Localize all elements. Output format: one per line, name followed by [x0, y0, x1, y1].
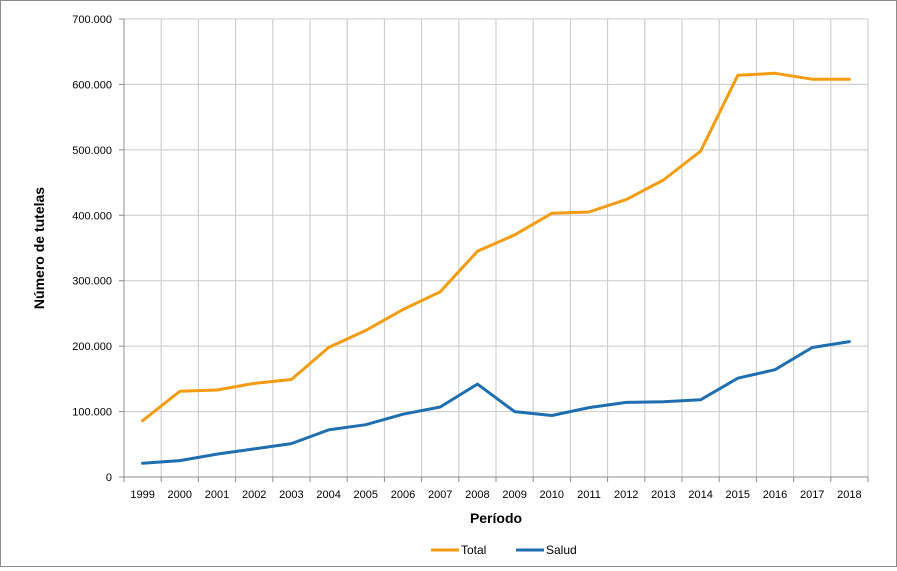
- legend-label-salud: Salud: [546, 543, 577, 557]
- x-tick-label: 2009: [502, 489, 526, 501]
- legend: Total Salud: [431, 543, 577, 557]
- y-tick-label: 600.000: [72, 79, 112, 91]
- y-tick-label: 200.000: [72, 341, 112, 353]
- y-axis-title: Número de tutelas: [31, 187, 47, 309]
- x-tick-label: 2006: [391, 489, 415, 501]
- y-tick-label: 0: [106, 472, 112, 484]
- x-tick-label: 2005: [354, 489, 378, 501]
- x-tick-label: 2010: [540, 489, 564, 501]
- x-axis-title: Período: [470, 510, 522, 526]
- x-tick-label: 1999: [130, 489, 154, 501]
- x-tick-label: 2015: [726, 489, 750, 501]
- legend-label-total: Total: [461, 543, 486, 557]
- x-tick-label: 2000: [168, 489, 192, 501]
- series-line-salud: [141, 340, 851, 465]
- x-tick-label: 2018: [837, 489, 861, 501]
- series-lines: [141, 71, 851, 465]
- x-tick-label: 2014: [688, 489, 712, 501]
- y-tick-label: 700.000: [72, 14, 112, 26]
- x-tick-label: 2004: [316, 489, 340, 501]
- gridlines: [119, 18, 869, 482]
- x-tick-label: 2008: [465, 489, 489, 501]
- x-tick-label: 2001: [205, 489, 229, 501]
- x-tick-label: 2013: [651, 489, 675, 501]
- y-axis-ticks: 0 100.000 200.000 300.000 400.000 500.000 600.…: [72, 14, 112, 484]
- x-tick-label: 2017: [800, 489, 824, 501]
- x-axis-ticks: 1999 2000 2001 2002 2003 2004 2005 2006 2007 2008…: [130, 489, 861, 501]
- y-tick-label: 400.000: [72, 210, 112, 222]
- y-tick-label: 500.000: [72, 145, 112, 157]
- x-tick-label: 2003: [279, 489, 303, 501]
- series-line-total: [141, 71, 851, 423]
- x-tick-label: 2007: [428, 489, 452, 501]
- y-tick-label: 300.000: [72, 276, 112, 288]
- x-tick-label: 2016: [763, 489, 787, 501]
- y-tick-label: 100.000: [72, 407, 112, 419]
- x-tick-label: 2012: [614, 489, 638, 501]
- x-tick-label: 2011: [577, 489, 601, 501]
- x-tick-label: 2002: [242, 489, 266, 501]
